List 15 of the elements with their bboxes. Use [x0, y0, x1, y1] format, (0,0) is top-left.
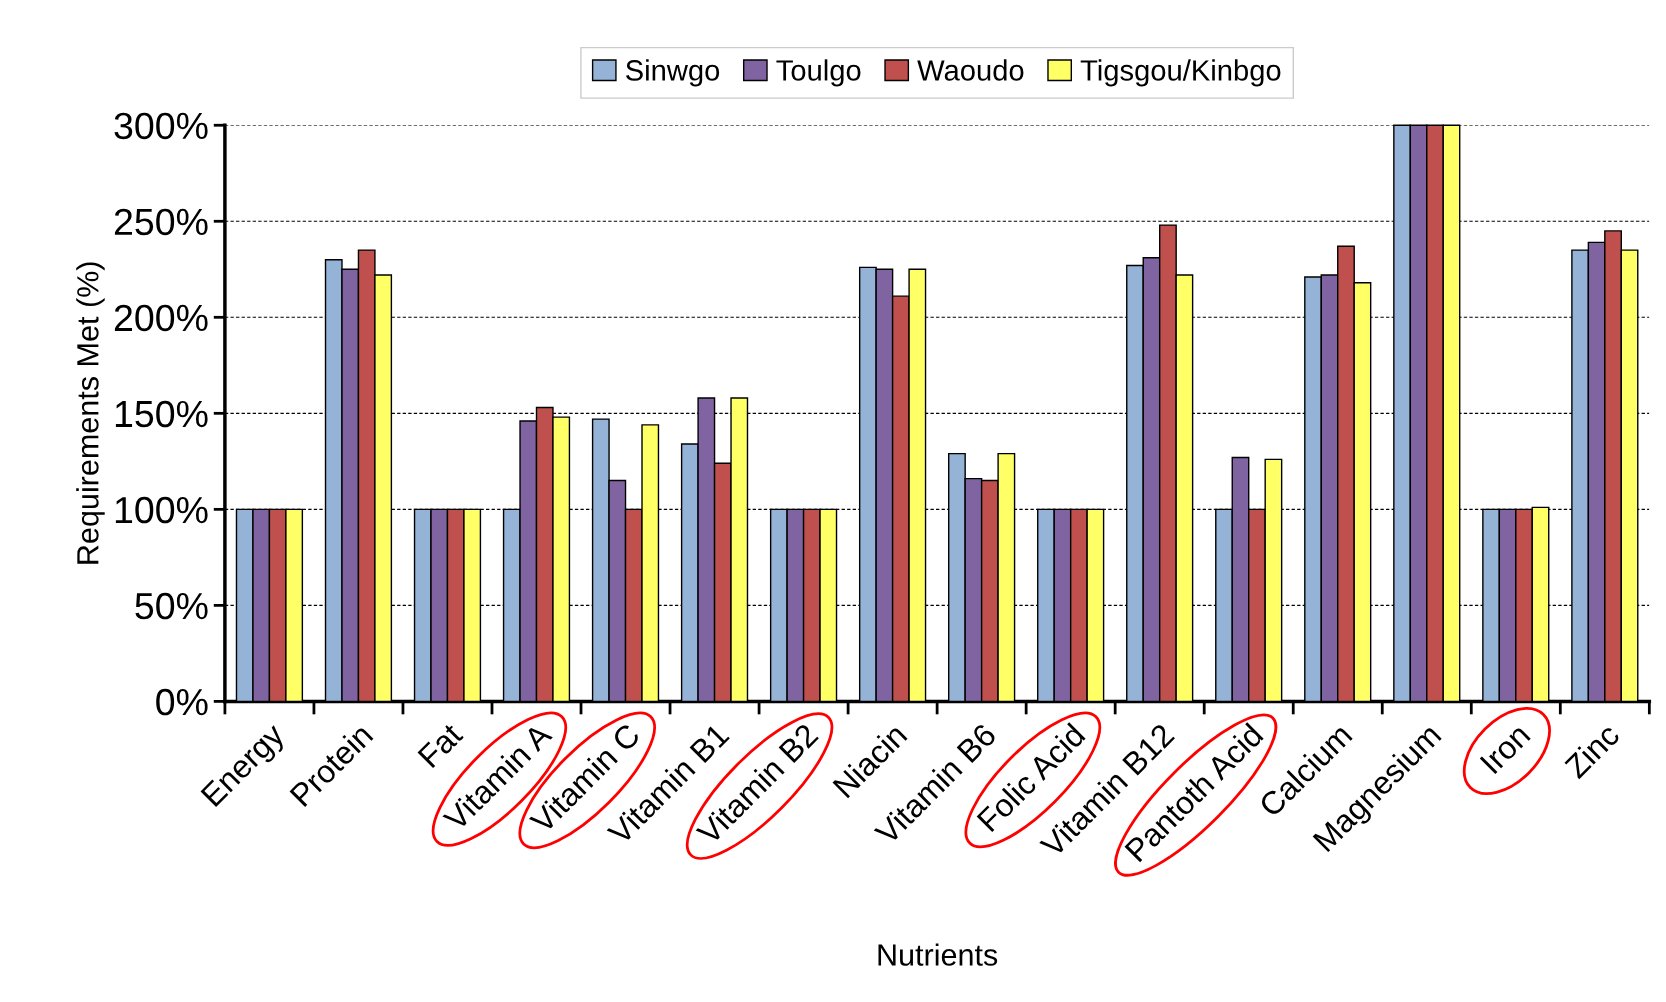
y-axis-title: Requirements Met (%)	[76, 262, 105, 564]
legend-label: Waoudo	[917, 59, 1024, 81]
x-axis-title: Nutrients	[878, 943, 998, 966]
y-tick-label: 100%	[115, 496, 208, 524]
y-tick-label: 0%	[156, 688, 208, 716]
legend-label: Tigsgou/Kinbgo	[1080, 59, 1281, 87]
y-tick-label: 300%	[114, 112, 208, 140]
y-tick-label: 50%	[135, 592, 208, 620]
x-tick-label: Zinc	[1562, 721, 1621, 780]
legend-label: Toulgo	[776, 59, 861, 87]
y-tick-label: 150%	[115, 400, 208, 428]
y-tick-label: 200%	[114, 304, 208, 332]
x-tick-label: Iron	[1479, 723, 1531, 775]
y-tick-label: 250%	[114, 208, 208, 236]
legend-label: Sinwgo	[626, 59, 720, 87]
